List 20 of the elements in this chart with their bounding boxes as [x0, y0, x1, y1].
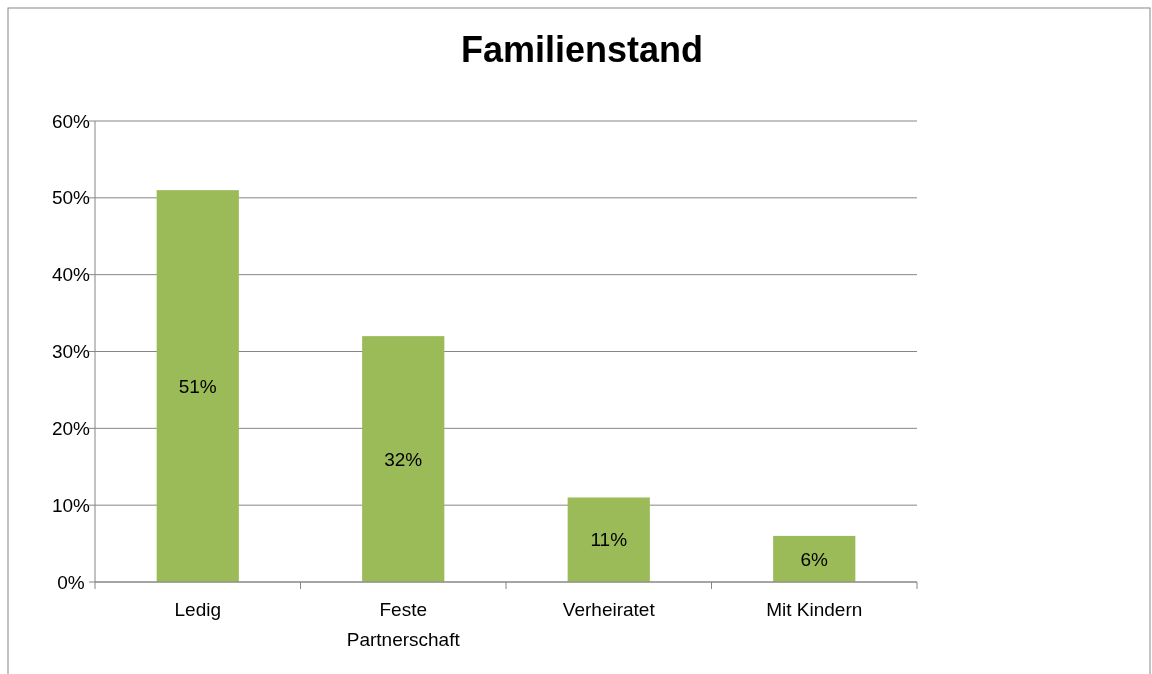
x-tick-label: Mit Kindern: [766, 599, 863, 620]
y-tick-label: 40%: [51, 264, 91, 286]
x-tick-label: Verheiratet: [562, 599, 656, 620]
y-tick-label: 50%: [51, 187, 91, 209]
data-label: 51%: [178, 375, 217, 397]
bar: [362, 336, 445, 582]
data-label: 32%: [384, 448, 423, 470]
bar: [567, 497, 650, 582]
y-tick-label: 30%: [51, 341, 91, 363]
chart-title: Familienstand: [460, 29, 704, 70]
bar: [156, 190, 239, 582]
x-tick-label: Feste Partnerschaft: [346, 599, 461, 650]
y-tick-label: 0%: [57, 571, 85, 593]
x-tick-label: Ledig: [174, 599, 221, 620]
data-label: 11%: [590, 529, 628, 551]
data-label: 6%: [800, 548, 829, 570]
y-tick-label: 60%: [51, 110, 91, 132]
y-tick-label: 10%: [51, 494, 91, 516]
y-tick-label: 20%: [51, 417, 91, 439]
bar: [773, 535, 856, 582]
